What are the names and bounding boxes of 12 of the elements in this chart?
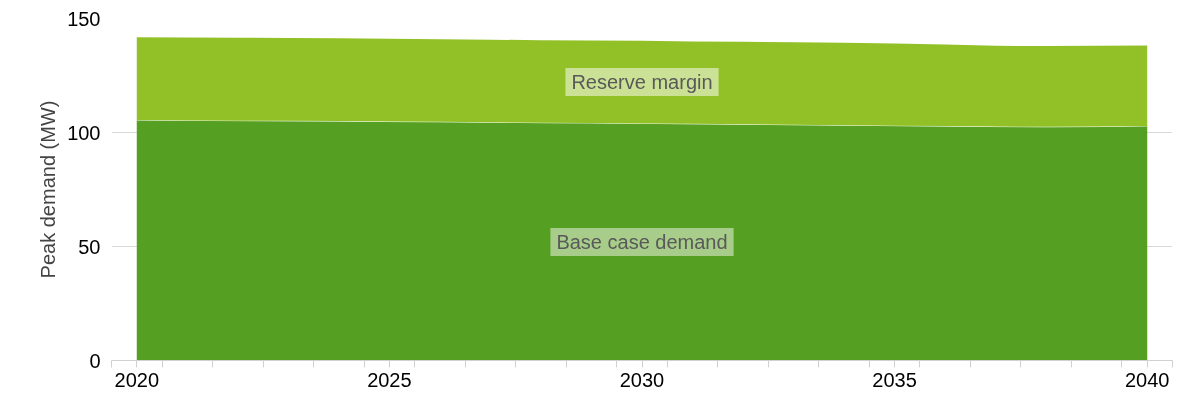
y-tick-label: 150 <box>67 7 101 30</box>
x-tick-label: 2030 <box>619 368 665 391</box>
y-tick-label: 0 <box>89 349 101 372</box>
y-axis-title: Peak demand (MW) <box>37 100 60 279</box>
x-tick-label: 2025 <box>367 368 412 391</box>
y-tick-label: 50 <box>78 235 101 258</box>
x-tick-label: 2020 <box>114 368 160 391</box>
x-tick-label: 2040 <box>1124 368 1170 391</box>
series-label: Reserve margin <box>571 71 713 94</box>
x-tick-label: 2035 <box>872 368 917 391</box>
y-tick-label: 100 <box>67 121 101 144</box>
series-label: Base case demand <box>556 230 728 253</box>
